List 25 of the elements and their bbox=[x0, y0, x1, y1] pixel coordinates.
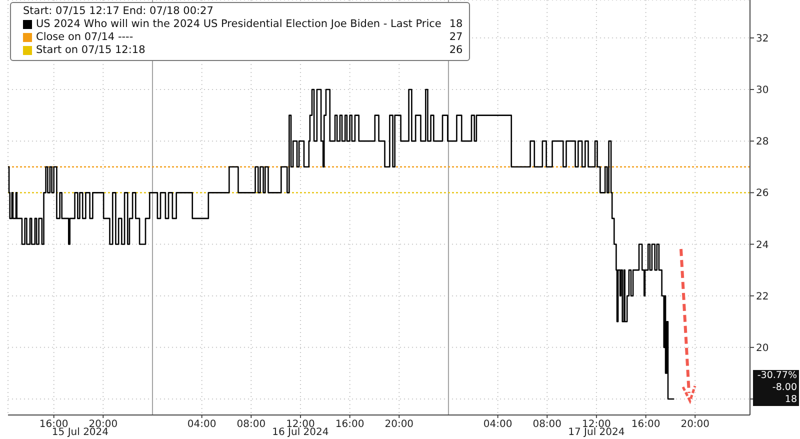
y-tick-label: 22 bbox=[756, 291, 769, 302]
x-tick-label: 04:00 bbox=[483, 419, 512, 430]
x-tick-label: 20:00 bbox=[680, 419, 710, 430]
annotation: 26 bbox=[448, 44, 463, 57]
legend-title: Start: 07/15 12:17 End: 07/18 00:27 bbox=[23, 5, 214, 18]
legend-label: Close on 07/14 ---- bbox=[36, 31, 134, 44]
y-tick-label: 20 bbox=[756, 342, 769, 354]
x-tick-label: 16:00 bbox=[335, 419, 364, 430]
x-tick-label: 16:00 bbox=[631, 419, 660, 430]
y-tick-label: 26 bbox=[756, 188, 769, 200]
text: -8.00 bbox=[771, 382, 797, 394]
x-tick-label: 08:00 bbox=[532, 419, 562, 430]
y-tick-label: 28 bbox=[756, 136, 769, 148]
y-tick-label: 30 bbox=[756, 85, 769, 96]
legend-label: US 2024 Who will win the 2024 US Presidential Election Joe Biden - Last Price bbox=[36, 18, 442, 31]
x-tick-label: 04:00 bbox=[187, 419, 216, 430]
text: 18 bbox=[784, 394, 797, 406]
text: -30.77% bbox=[756, 370, 797, 382]
x-tick-label: 20:00 bbox=[384, 419, 414, 430]
annotation: 18 bbox=[448, 18, 463, 31]
x-tick-label: 08:00 bbox=[236, 419, 266, 430]
annotation: 27 bbox=[448, 31, 463, 44]
legend-label: Start on 07/15 12:18 bbox=[36, 44, 146, 57]
y-tick-label: 24 bbox=[756, 240, 769, 251]
y-tick-label: 32 bbox=[756, 33, 769, 44]
